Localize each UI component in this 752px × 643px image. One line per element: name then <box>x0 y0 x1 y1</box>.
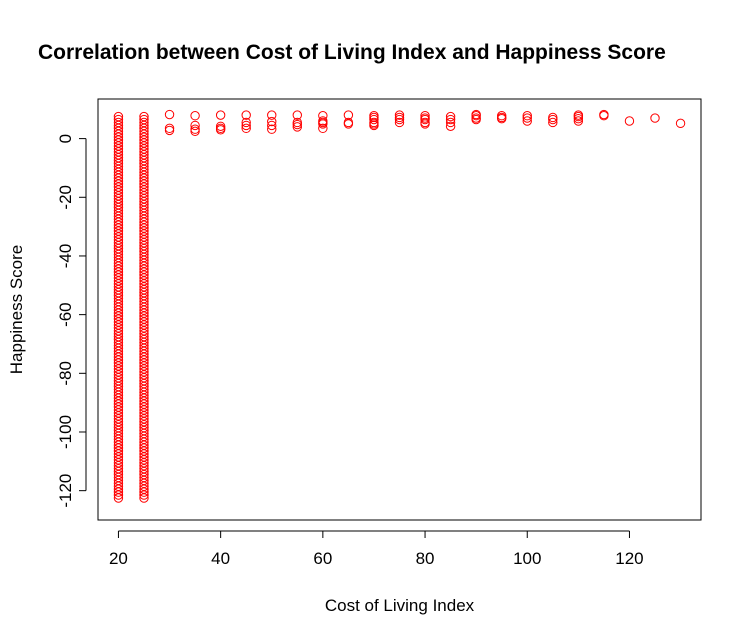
data-point <box>113 114 124 125</box>
y-tick-label: -60 <box>56 302 75 327</box>
y-axis-label: Happiness Score <box>7 245 26 374</box>
data-point <box>624 116 635 126</box>
data-point <box>139 117 149 128</box>
x-tick-label: 80 <box>416 549 435 568</box>
data-point <box>369 114 379 125</box>
y-tick-label: -100 <box>56 415 75 449</box>
y-axis: -120 -100 -80 -60 -40 -20 0 <box>56 134 87 508</box>
data-point <box>420 114 430 125</box>
data-point <box>267 120 277 131</box>
data-point <box>522 116 532 126</box>
data-point <box>113 117 124 128</box>
data-point <box>675 118 686 129</box>
data-point <box>445 117 456 128</box>
data-point <box>318 119 328 129</box>
x-tick-label: 60 <box>313 549 332 568</box>
data-point <box>241 110 251 120</box>
data-point <box>573 116 584 126</box>
data-point <box>445 121 456 131</box>
data-point <box>369 120 379 131</box>
data-point <box>190 126 200 136</box>
y-tick-label: -20 <box>56 185 75 210</box>
data-point <box>267 110 277 120</box>
data-point <box>445 111 456 122</box>
data-point <box>522 111 532 121</box>
data-point <box>318 123 328 134</box>
data-point <box>190 111 200 121</box>
data-point <box>599 111 609 121</box>
y-tick-label: -120 <box>56 474 75 508</box>
data-point <box>471 111 481 121</box>
data-point <box>548 114 558 125</box>
data-point <box>548 112 558 123</box>
x-axis-label: Cost of Living Index <box>325 596 475 615</box>
data-point <box>164 109 175 120</box>
data-point <box>292 122 302 132</box>
y-tick-label: -40 <box>56 244 75 269</box>
data-point <box>139 114 149 125</box>
data-point <box>394 114 405 125</box>
data-points <box>113 109 686 503</box>
data-point <box>420 119 430 129</box>
data-point <box>113 111 124 122</box>
y-tick-label: 0 <box>56 134 75 143</box>
data-point <box>215 125 226 135</box>
data-point <box>471 114 481 125</box>
data-point <box>267 124 277 134</box>
data-point <box>445 114 456 125</box>
data-point <box>215 110 226 120</box>
data-point <box>650 113 660 123</box>
data-point <box>292 110 302 120</box>
data-point <box>241 123 251 134</box>
data-point <box>164 125 175 136</box>
x-tick-label: 120 <box>615 549 643 568</box>
x-tick-label: 40 <box>211 549 230 568</box>
data-point <box>394 110 405 120</box>
plot-frame <box>97 98 702 521</box>
data-point <box>497 113 507 124</box>
x-tick-label: 100 <box>513 549 541 568</box>
x-tick-label: 20 <box>109 549 128 568</box>
data-point <box>394 117 405 128</box>
data-point <box>267 116 277 127</box>
data-point <box>190 120 200 131</box>
x-axis: 20 40 60 80 100 120 <box>109 530 644 568</box>
data-point <box>292 119 302 130</box>
data-point <box>573 113 584 124</box>
data-point <box>548 117 558 128</box>
data-point <box>241 120 251 131</box>
chart-title: Correlation between Cost of Living Index… <box>38 41 666 64</box>
data-point <box>522 113 532 123</box>
data-point <box>241 117 251 128</box>
data-point <box>164 123 175 134</box>
data-point <box>139 111 149 122</box>
y-tick-label: -80 <box>56 361 75 386</box>
data-point <box>343 119 354 129</box>
